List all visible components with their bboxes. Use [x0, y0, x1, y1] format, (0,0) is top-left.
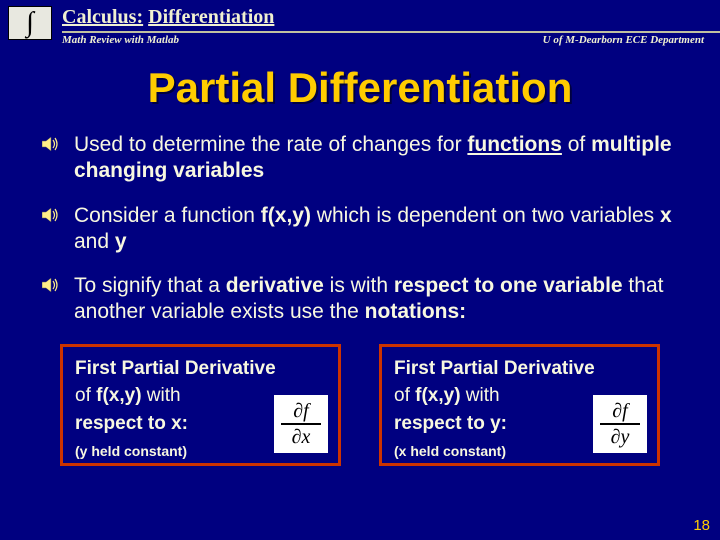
bullet-item: Consider a function f(x,y) which is depe…	[42, 203, 678, 256]
page-number: 18	[693, 517, 710, 534]
subbar-left-text: Math Review with Matlab	[62, 34, 179, 46]
content-area: Used to determine the rate of changes fo…	[0, 112, 720, 466]
logo-symbol: ∫	[26, 7, 34, 39]
fraction-numerator: ∂f	[608, 400, 631, 422]
bullet-item: Used to determine the rate of changes fo…	[42, 132, 678, 185]
bullet-text: Used to determine the rate of changes fo…	[74, 132, 678, 185]
speaker-icon[interactable]	[42, 277, 60, 293]
breadcrumb-main: Calculus:	[62, 6, 143, 28]
fraction-graphic: ∂f ∂y	[593, 395, 647, 453]
fraction-denominator: ∂x	[288, 426, 315, 448]
breadcrumb: Calculus: Differentiation	[62, 6, 720, 29]
sub-header-bar: Math Review with Matlab U of M-Dearborn …	[62, 31, 720, 46]
slide-title: Partial Differentiation	[0, 64, 720, 112]
speaker-icon[interactable]	[42, 136, 60, 152]
fraction-denominator: ∂y	[607, 426, 634, 448]
formula-box-y: First Partial Derivative of f(x,y) with …	[379, 344, 660, 467]
fraction-bar	[281, 423, 321, 425]
speaker-icon[interactable]	[42, 207, 60, 223]
breadcrumb-sub: Differentiation	[148, 6, 274, 28]
bullet-item: To signify that a derivative is with res…	[42, 273, 678, 326]
fraction-numerator: ∂f	[289, 400, 312, 422]
bullet-text: Consider a function f(x,y) which is depe…	[74, 203, 678, 256]
header-bar: ∫ Calculus: Differentiation Math Review …	[0, 0, 720, 46]
formula-box-x: First Partial Derivative of f(x,y) with …	[60, 344, 341, 467]
header-text-block: Calculus: Differentiation Math Review wi…	[62, 6, 720, 46]
subbar-right-text: U of M-Dearborn ECE Department	[543, 34, 704, 46]
integral-logo-icon: ∫	[8, 6, 52, 40]
formula-boxes-row: First Partial Derivative of f(x,y) with …	[42, 344, 678, 467]
bullet-text: To signify that a derivative is with res…	[74, 273, 678, 326]
partial-fraction-x: ∂f ∂x	[274, 395, 328, 459]
fraction-bar	[600, 423, 640, 425]
partial-fraction-y: ∂f ∂y	[593, 395, 647, 459]
fraction-graphic: ∂f ∂x	[274, 395, 328, 453]
